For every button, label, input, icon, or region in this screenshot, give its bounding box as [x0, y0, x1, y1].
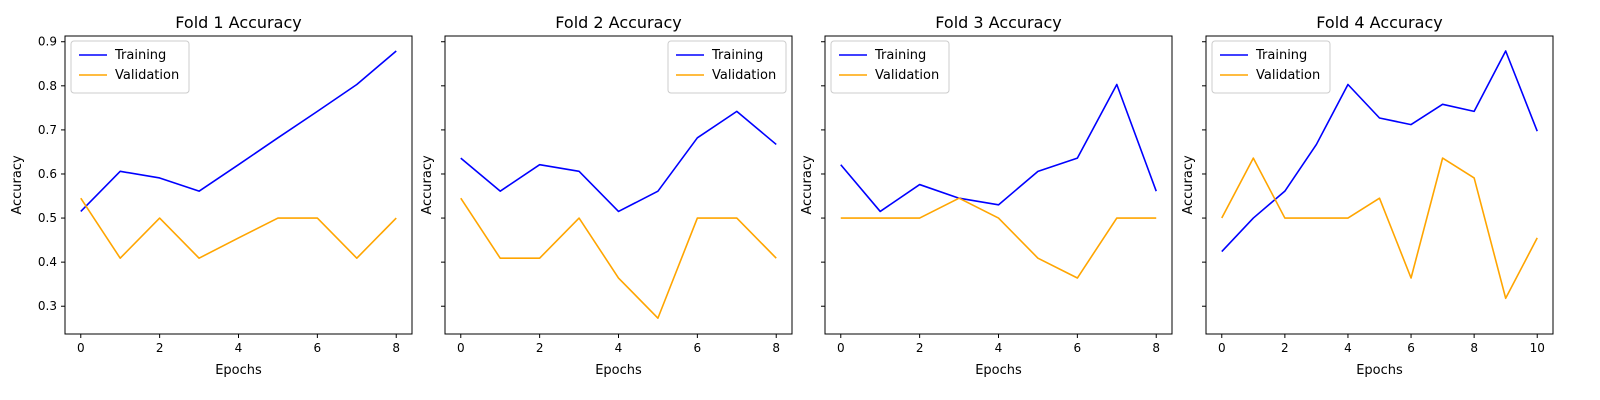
legend-box	[667, 40, 787, 94]
x-axis-label: Epochs	[1356, 363, 1403, 378]
legend: Training Validation	[1211, 40, 1331, 94]
plot-frame	[824, 35, 1173, 335]
series-line-training	[1221, 50, 1538, 253]
legend: Training Validation	[667, 40, 787, 94]
x-tick-label: 0	[77, 341, 85, 355]
chart-title: Fold 4 Accuracy	[1316, 13, 1442, 32]
y-tick-label: 0.6	[38, 167, 57, 181]
series-line-training	[840, 83, 1157, 213]
y-axis-label: Accuracy	[800, 155, 815, 215]
x-tick-label: 2	[916, 341, 924, 355]
x-tick-label: 6	[314, 341, 322, 355]
chart-panel-3: Fold 3 Accuracy 0 2 4 6 8 Epochs Accuracy Traini…	[800, 13, 1173, 378]
chart-panel-2: Fold 2 Accuracy 0 2 4 6 8 Epochs Accuracy Traini…	[420, 13, 793, 378]
x-tick-label: 0	[1218, 341, 1226, 355]
y-tick-label: 0.4	[38, 255, 57, 269]
x-tick-label: 4	[1344, 341, 1352, 355]
x-tick-label: 6	[1407, 341, 1415, 355]
series-line-validation	[460, 197, 777, 319]
x-axis-label: Epochs	[595, 363, 642, 378]
x-tick-label: 6	[694, 341, 702, 355]
y-tick-label: 0.5	[38, 211, 57, 225]
plot-frame	[1205, 35, 1554, 335]
x-axis-label: Epochs	[215, 363, 262, 378]
x-tick-label: 2	[1281, 341, 1289, 355]
x-axis-label: Epochs	[975, 363, 1022, 378]
legend: Training Validation	[70, 40, 190, 94]
legend: Training Validation	[830, 40, 950, 94]
plot-frame	[64, 35, 413, 335]
legend-label-validation: Validation	[875, 68, 939, 83]
legend-box	[70, 40, 190, 94]
x-tick-label: 0	[837, 341, 845, 355]
x-tick-label: 4	[615, 341, 623, 355]
y-tick-label: 0.3	[38, 299, 57, 313]
legend-label-training: Training	[1255, 48, 1307, 63]
legend-label-training: Training	[114, 48, 166, 63]
legend-label-validation: Validation	[1256, 68, 1320, 83]
series-line-training	[460, 110, 777, 213]
x-tick-label: 10	[1530, 341, 1545, 355]
chart-panel-1: Fold 1 Accuracy 0 2 4 6 8 0.3 0.4 0.5 0.6 0.7 0.8 0.…	[10, 13, 413, 378]
y-tick-label: 0.8	[38, 79, 57, 93]
series-line-training	[80, 50, 397, 213]
x-tick-label: 4	[235, 341, 243, 355]
x-tick-label: 2	[156, 341, 164, 355]
x-tick-label: 4	[995, 341, 1003, 355]
chart-title: Fold 2 Accuracy	[555, 13, 681, 32]
x-tick-label: 2	[536, 341, 544, 355]
x-tick-label: 0	[457, 341, 465, 355]
x-tick-label: 8	[392, 341, 400, 355]
chart-title: Fold 1 Accuracy	[175, 13, 301, 32]
series-line-validation	[80, 197, 397, 259]
series-line-validation	[840, 197, 1157, 279]
legend-label-validation: Validation	[712, 68, 776, 83]
legend-label-training: Training	[711, 48, 763, 63]
x-tick-label: 8	[772, 341, 780, 355]
y-tick-label: 0.7	[38, 123, 57, 137]
y-axis-label: Accuracy	[1181, 155, 1196, 215]
x-tick-label: 8	[1152, 341, 1160, 355]
legend-box	[830, 40, 950, 94]
x-tick-label: 6	[1074, 341, 1082, 355]
chart-title: Fold 3 Accuracy	[935, 13, 1061, 32]
series-line-validation	[1221, 157, 1538, 300]
legend-label-training: Training	[874, 48, 926, 63]
y-tick-label: 0.9	[38, 35, 57, 49]
chart-panel-4: Fold 4 Accuracy 0 2 4 6 8 10 Epochs Accuracy Trai…	[1181, 13, 1554, 378]
y-axis-label: Accuracy	[420, 155, 435, 215]
plot-frame	[444, 35, 793, 335]
y-axis-label: Accuracy	[10, 155, 25, 215]
x-tick-label: 8	[1470, 341, 1478, 355]
legend-box	[1211, 40, 1331, 94]
legend-label-validation: Validation	[115, 68, 179, 83]
